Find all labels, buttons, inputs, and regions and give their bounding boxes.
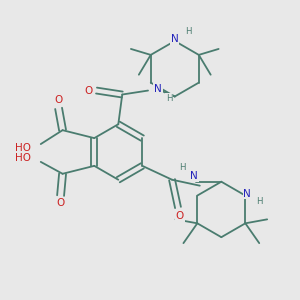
Text: HO: HO xyxy=(15,143,31,153)
Text: N: N xyxy=(171,34,178,44)
Text: N: N xyxy=(244,189,251,199)
Text: O: O xyxy=(176,212,184,221)
Text: O: O xyxy=(84,85,93,96)
Text: HO: HO xyxy=(15,153,31,163)
Text: H: H xyxy=(166,94,172,103)
Text: N: N xyxy=(190,171,198,181)
Text: H: H xyxy=(179,163,185,172)
Text: N: N xyxy=(154,84,162,94)
Text: H: H xyxy=(185,27,192,36)
Text: O: O xyxy=(56,199,65,208)
Text: O: O xyxy=(55,95,63,106)
Text: H: H xyxy=(256,197,262,206)
